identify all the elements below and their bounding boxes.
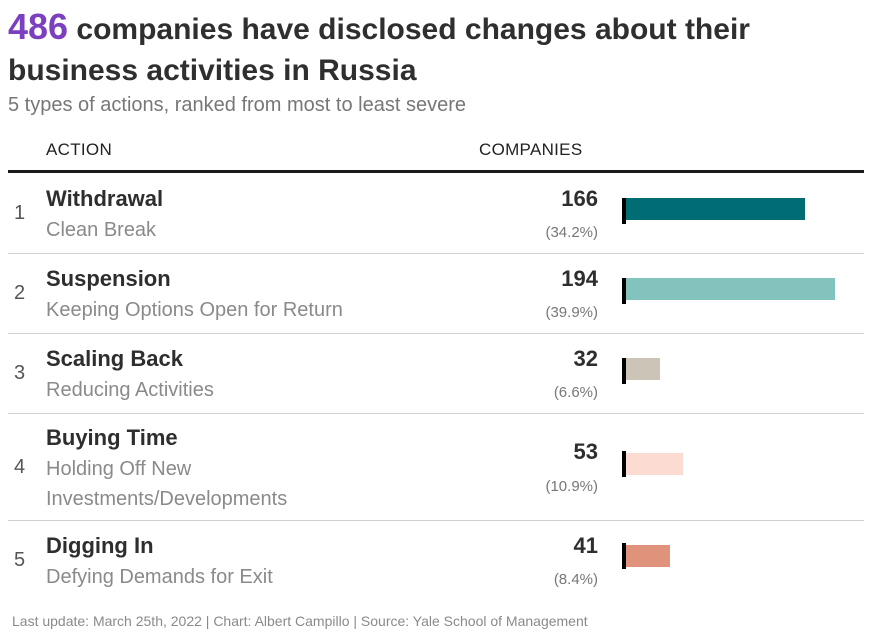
title-number: 486 xyxy=(8,6,69,47)
bar-scaling-back xyxy=(626,358,660,380)
action-description: Holding Off New Investments/Developments xyxy=(46,458,288,510)
bar-baseline xyxy=(622,358,626,384)
column-header-companies: COMPANIES xyxy=(479,140,583,159)
table-row: 4 Buying Time Holding Off New Investment… xyxy=(8,414,864,521)
action-description: Keeping Options Open for Return xyxy=(46,299,343,321)
company-count: 166 xyxy=(561,186,598,211)
table-row: 3 Scaling Back Reducing Activities 32 (6… xyxy=(8,334,864,414)
company-percent: (34.2%) xyxy=(545,224,598,241)
subtitle: 5 types of actions, ranked from most to … xyxy=(8,94,466,116)
company-count: 41 xyxy=(573,533,598,558)
row-divider xyxy=(8,253,864,254)
table-row: 5 Digging In Defying Demands for Exit 41… xyxy=(8,521,864,601)
bar-baseline xyxy=(622,543,626,569)
header-rule xyxy=(8,170,864,173)
bar-baseline xyxy=(622,198,626,224)
bar-baseline xyxy=(622,451,626,477)
company-percent: (8.4%) xyxy=(553,571,598,588)
rank-number: 3 xyxy=(14,362,26,384)
action-name: Suspension xyxy=(46,266,171,291)
rank-number: 2 xyxy=(14,282,26,304)
action-name: Withdrawal xyxy=(46,186,164,211)
action-name: Digging In xyxy=(46,533,154,558)
table-row: 1 Withdrawal Clean Break 166 (34.2%) xyxy=(8,174,864,254)
bar-suspension xyxy=(626,278,835,300)
rank-number: 5 xyxy=(14,549,26,571)
action-description: Defying Demands for Exit xyxy=(46,566,273,588)
row-divider xyxy=(8,333,864,334)
rank-number: 1 xyxy=(14,202,26,224)
column-header-action: ACTION xyxy=(46,140,113,159)
company-percent: (39.9%) xyxy=(545,304,598,321)
company-count: 194 xyxy=(561,266,598,291)
rank-number: 4 xyxy=(14,456,26,478)
row-divider xyxy=(8,520,864,521)
action-description: Reducing Activities xyxy=(46,379,214,401)
action-name: Scaling Back xyxy=(46,346,183,371)
footer-credits: Last update: March 25th, 2022 | Chart: A… xyxy=(12,613,588,629)
company-count: 32 xyxy=(573,346,598,371)
row-divider xyxy=(8,413,864,414)
bar-baseline xyxy=(622,278,626,304)
bar-buying-time xyxy=(626,453,683,475)
page-title: 486 companies have disclosed changes abo… xyxy=(8,6,848,91)
bar-digging-in xyxy=(626,545,670,567)
table-row: 2 Suspension Keeping Options Open for Re… xyxy=(8,254,864,334)
title-text: companies have disclosed changes about t… xyxy=(8,13,750,87)
company-percent: (10.9%) xyxy=(545,478,598,495)
company-count: 53 xyxy=(573,439,598,464)
action-description: Clean Break xyxy=(46,219,157,241)
action-name: Buying Time xyxy=(46,425,178,450)
bar-withdrawal xyxy=(626,198,805,220)
company-percent: (6.6%) xyxy=(553,384,598,401)
